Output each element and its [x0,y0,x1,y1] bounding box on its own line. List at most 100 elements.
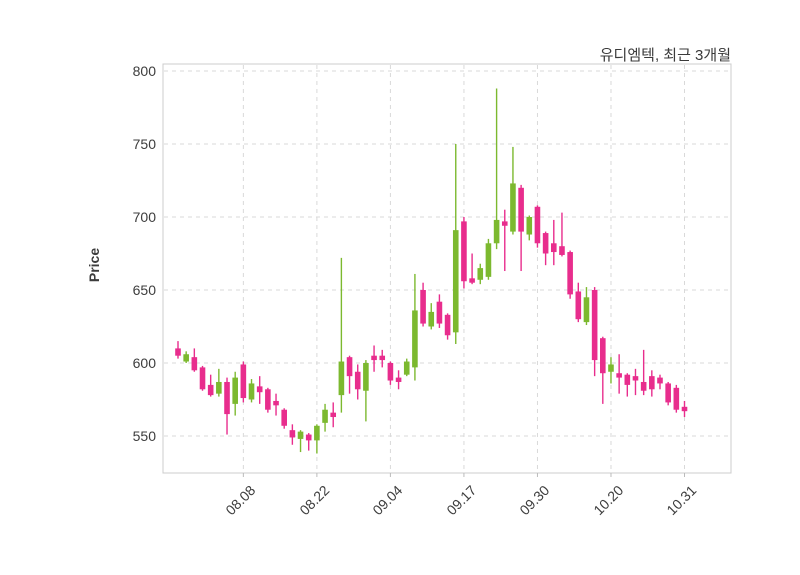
candle [191,348,198,372]
candle-body [632,376,639,381]
candle-body [240,364,247,399]
candle-body [657,377,663,384]
candle [583,287,590,326]
plot-area [162,63,732,474]
candle [256,376,263,404]
candle [436,294,443,328]
candle-body [199,367,206,390]
y-tick-label: 650 [132,282,156,298]
chart-title: 유디엠텍, 최근 3개월 [599,47,731,64]
candle [297,430,304,453]
candle [624,373,631,397]
candle [681,400,688,418]
candle-body [354,371,361,390]
y-tick-label: 550 [132,428,156,444]
candle [305,433,312,451]
candle [452,144,459,345]
candle-body [420,290,426,324]
candle [534,205,541,248]
candle [616,354,622,394]
y-tick-label: 700 [132,209,156,225]
candle [281,408,288,429]
candle-body [265,389,271,410]
candle-body [665,383,671,403]
candle [322,403,328,432]
candle-body [412,310,418,368]
candle-body [681,406,688,412]
candle-body [207,384,214,396]
candle [379,349,386,368]
candle [428,303,435,330]
candle-body [216,381,222,394]
candle-body [452,230,459,333]
candle-body [534,206,541,244]
candle [273,393,279,416]
candle-body [469,278,475,283]
candle [387,361,394,385]
candle [207,374,214,397]
candle-body [183,354,189,362]
candle-body [428,311,435,327]
candle [640,349,647,396]
candle-body [256,386,263,393]
candle-body [518,187,524,232]
candle-body [403,361,410,375]
candle-body [591,290,598,361]
candle [314,424,320,454]
candle [216,368,222,397]
candle-body [461,221,467,282]
candle [338,257,345,413]
candle-body [224,381,230,415]
candle-body [191,357,198,371]
candle-body [649,376,655,390]
candle [575,282,582,323]
candle [485,238,492,280]
candle-body [314,425,320,441]
candle [673,384,680,413]
candle-body [542,233,549,254]
candle [199,365,206,391]
candle-body [289,430,296,438]
candle-body [232,377,238,404]
candle-body [338,361,345,396]
candle [550,219,557,266]
candle [493,88,500,250]
candle-body [550,243,557,253]
candle-body [608,364,614,372]
candle [175,341,181,359]
candle-body [673,387,680,410]
candle [567,250,573,299]
candle-body [297,431,304,439]
candle [420,282,426,327]
candle [265,387,271,413]
candle [363,360,369,422]
candle [632,368,639,396]
candle [510,146,516,235]
candle [240,361,247,403]
candle [526,215,533,241]
candle-body [363,363,369,391]
candle-body [305,434,312,441]
candle-body [624,374,631,385]
candle [248,379,255,403]
candle [501,209,508,272]
candle [518,184,524,272]
candle-body [371,355,377,361]
candle [559,212,565,257]
candle [232,371,238,416]
y-axis-label: Price [86,247,102,283]
candle [371,345,377,372]
candle [346,355,353,394]
candle-body [322,409,328,423]
y-tick-label: 750 [132,136,156,152]
candle-body [387,363,394,381]
candle-body [501,221,508,226]
candle-body [248,383,255,400]
candle-body [510,183,516,232]
candle [477,263,484,285]
candle [395,370,402,390]
candle-body [616,373,622,378]
candle [608,357,614,384]
